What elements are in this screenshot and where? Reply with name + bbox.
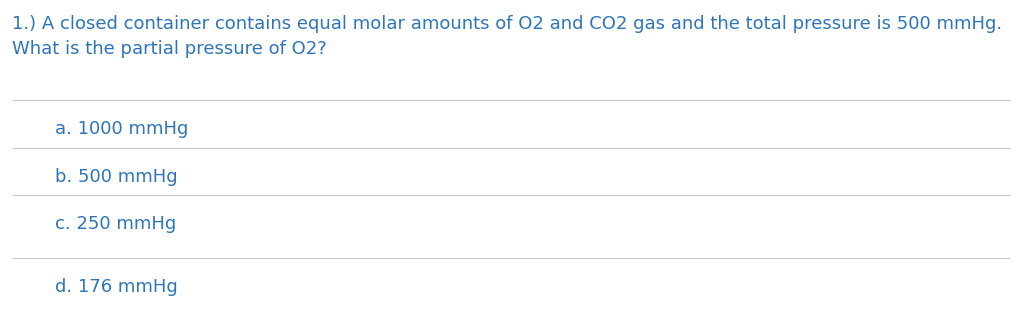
Text: d. 176 mmHg: d. 176 mmHg <box>55 278 178 296</box>
Text: a. 1000 mmHg: a. 1000 mmHg <box>55 120 188 138</box>
Text: c. 250 mmHg: c. 250 mmHg <box>55 215 176 233</box>
Text: 1.) A closed container contains equal molar amounts of O2 and CO2 gas and the to: 1.) A closed container contains equal mo… <box>12 15 1003 33</box>
Text: What is the partial pressure of O2?: What is the partial pressure of O2? <box>12 40 327 58</box>
Text: b. 500 mmHg: b. 500 mmHg <box>55 168 178 186</box>
